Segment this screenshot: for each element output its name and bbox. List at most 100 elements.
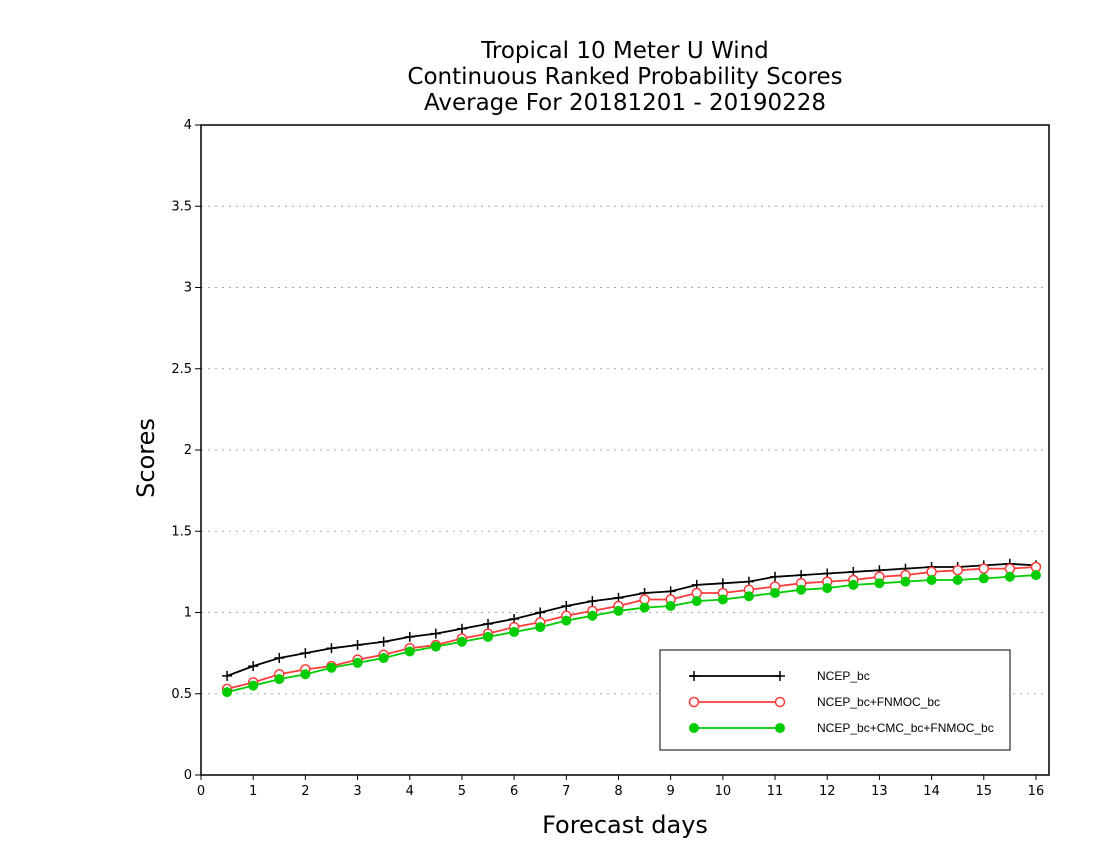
data-point — [639, 602, 650, 613]
legend-marker — [689, 723, 699, 733]
data-point — [561, 615, 572, 626]
title-line: Tropical 10 Meter U Wind — [480, 38, 769, 64]
x-tick-label: 5 — [458, 784, 466, 799]
y-tick-label: 1.5 — [171, 524, 192, 539]
data-point — [456, 623, 467, 634]
x-tick-label: 15 — [975, 784, 992, 799]
data-point — [456, 636, 467, 647]
data-point — [561, 601, 572, 611]
series-group — [221, 558, 1042, 698]
x-tick-label: 16 — [1028, 784, 1045, 799]
data-point — [900, 576, 911, 587]
data-point — [430, 641, 441, 652]
legend-entry: NCEP_bc — [689, 669, 870, 683]
data-point — [535, 607, 546, 618]
x-tick-label: 7 — [562, 784, 570, 799]
x-tick-label: 8 — [614, 784, 622, 799]
data-point — [587, 610, 598, 621]
legend-marker — [775, 671, 785, 681]
data-point — [300, 648, 311, 659]
x-tick-label: 13 — [871, 784, 888, 799]
x-tick-label: 10 — [715, 784, 732, 799]
data-point — [535, 622, 546, 633]
data-point — [300, 669, 311, 680]
data-point — [796, 584, 807, 595]
data-point — [483, 631, 494, 642]
data-point — [274, 674, 285, 685]
data-point — [874, 578, 885, 589]
x-tick-label: 4 — [406, 784, 414, 799]
legend-label: NCEP_bc+FNMOC_bc — [817, 695, 940, 709]
x-tick-label: 6 — [510, 784, 518, 799]
legend-label: NCEP_bc — [817, 669, 870, 683]
data-point — [952, 565, 963, 576]
legend: NCEP_bc NCEP_bc+FNMOC_bc NCEP_bc+CMC_bc+FN… — [659, 649, 1011, 751]
data-point — [613, 605, 624, 616]
data-point — [352, 657, 363, 668]
data-point — [822, 583, 833, 594]
y-axis-ticks: 0 0.5 1 1.5 2 2.5 3 3.5 4 — [171, 118, 201, 783]
data-point — [926, 575, 937, 585]
legend-marker — [689, 671, 699, 681]
data-point — [222, 687, 233, 698]
series-1 — [222, 558, 1041, 681]
data-point — [770, 571, 781, 582]
data-point — [717, 578, 728, 589]
data-point — [483, 618, 494, 629]
data-point — [378, 653, 389, 663]
series-3 — [222, 570, 1041, 698]
gridlines — [201, 205, 1049, 695]
data-point — [509, 627, 520, 637]
x-tick-label: 9 — [667, 784, 675, 799]
data-point — [248, 661, 259, 672]
data-point — [404, 631, 415, 642]
x-tick-label: 1 — [249, 784, 257, 799]
y-tick-label: 4 — [184, 118, 192, 133]
data-point — [378, 636, 389, 647]
legend-marker — [775, 723, 785, 733]
y-tick-label: 1 — [184, 606, 192, 621]
data-point — [326, 643, 337, 654]
y-tick-label: 2.5 — [171, 362, 192, 377]
y-tick-label: 2 — [184, 443, 192, 458]
x-tick-label: 3 — [353, 784, 361, 799]
legend-marker — [688, 696, 700, 708]
y-tick-label: 3 — [184, 281, 192, 296]
legend-entry: NCEP_bc+FNMOC_bc — [688, 695, 940, 709]
data-point — [978, 573, 989, 584]
data-point — [404, 646, 415, 657]
y-tick-label: 0.5 — [171, 687, 192, 702]
x-axis-ticks: 0 1 2 3 4 5 6 7 8 9 10 11 12 13 14 15 16 — [197, 775, 1044, 799]
data-point — [326, 662, 337, 673]
title-line: Average For 20181201 - 20190228 — [424, 90, 826, 116]
data-point — [1030, 570, 1041, 581]
x-tick-label: 2 — [301, 784, 309, 799]
x-tick-label: 14 — [923, 784, 940, 799]
x-axis-label: Forecast days — [542, 811, 708, 839]
legend-label: NCEP_bc+CMC_bc+FNMOC_bc — [817, 721, 994, 735]
data-point — [222, 670, 233, 681]
y-axis-label: Scores — [132, 418, 160, 498]
data-point — [665, 601, 676, 611]
data-point — [1004, 571, 1015, 582]
data-point — [352, 640, 363, 650]
y-tick-label: 3.5 — [171, 199, 192, 214]
x-tick-label: 12 — [819, 784, 836, 799]
data-point — [430, 628, 441, 639]
x-tick-label: 11 — [767, 784, 784, 799]
legend-entry: NCEP_bc+CMC_bc+FNMOC_bc — [689, 721, 994, 735]
data-point — [717, 594, 728, 605]
y-tick-label: 0 — [184, 768, 192, 783]
legend-box — [659, 649, 1011, 751]
legend-marker — [774, 696, 786, 708]
data-point — [770, 588, 781, 598]
data-point — [848, 579, 859, 590]
data-point — [978, 563, 990, 574]
data-point — [743, 591, 754, 602]
data-point — [274, 653, 285, 663]
data-point — [691, 596, 702, 607]
x-tick-label: 0 — [197, 784, 205, 799]
data-point — [248, 680, 259, 691]
